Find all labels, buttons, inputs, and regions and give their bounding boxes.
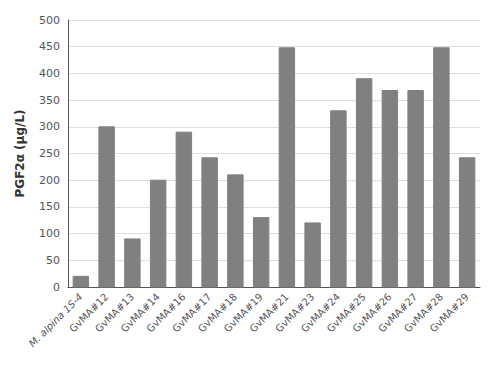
svg-text:400: 400: [39, 67, 60, 80]
svg-text:GvMA#21: GvMA#21: [247, 291, 291, 335]
svg-text:150: 150: [39, 200, 60, 213]
svg-text:GvMA#12: GvMA#12: [67, 291, 111, 335]
svg-text:M. alpina 1S-4: M. alpina 1S-4: [26, 291, 85, 350]
svg-text:0: 0: [53, 281, 60, 294]
svg-text:GvMA#27: GvMA#27: [376, 291, 420, 335]
svg-text:PGF2α (μg/L): PGF2α (μg/L): [13, 109, 27, 197]
svg-text:GvMA#26: GvMA#26: [350, 291, 394, 335]
svg-text:GvMA#18: GvMA#18: [196, 291, 240, 335]
svg-text:450: 450: [39, 40, 60, 53]
svg-text:200: 200: [39, 174, 60, 187]
svg-text:GvMA#29: GvMA#29: [428, 291, 471, 334]
svg-text:500: 500: [39, 14, 60, 27]
svg-text:GvMA#16: GvMA#16: [144, 291, 188, 335]
svg-text:50: 50: [46, 254, 60, 267]
svg-text:GvMA#17: GvMA#17: [170, 291, 214, 335]
svg-text:GvMA#28: GvMA#28: [402, 291, 446, 335]
svg-text:GvMA#13: GvMA#13: [93, 291, 137, 335]
svg-text:300: 300: [39, 120, 60, 133]
svg-text:350: 350: [39, 94, 60, 107]
svg-text:GvMA#25: GvMA#25: [324, 291, 368, 335]
svg-text:GvMA#14: GvMA#14: [118, 291, 162, 335]
svg-text:GvMA#24: GvMA#24: [299, 291, 343, 335]
svg-text:250: 250: [39, 147, 60, 160]
svg-text:100: 100: [39, 227, 60, 240]
svg-text:GvMA#23: GvMA#23: [273, 291, 317, 335]
svg-text:GvMA#19: GvMA#19: [221, 291, 265, 335]
